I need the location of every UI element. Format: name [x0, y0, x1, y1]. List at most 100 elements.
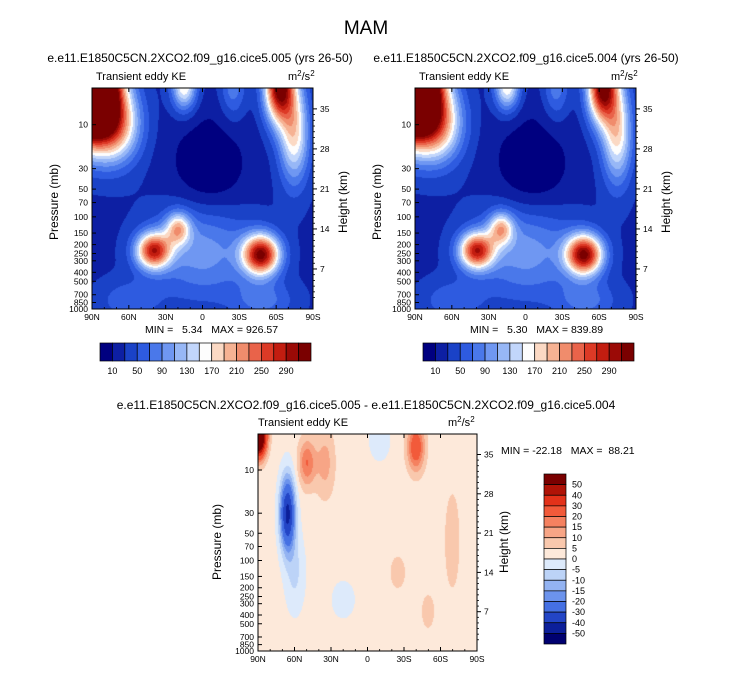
y-tick-label: 700	[240, 632, 254, 642]
colorbar-label: 20	[572, 512, 582, 522]
y-axis-label-right: Height (km)	[659, 171, 673, 233]
y-tick-label: 1000	[392, 304, 411, 314]
colorbar-label: 50	[572, 480, 582, 490]
units-label: m2/s2	[448, 415, 475, 429]
colorbar-swatch	[543, 558, 567, 570]
colorbar-swatch	[543, 494, 567, 507]
colorbar-swatch	[543, 611, 567, 624]
panel-subtitle: Transient eddy KE	[419, 71, 509, 83]
panel-title: e.e11.E1850C5CN.2XCO2.f09_g16.cice5.004 …	[373, 51, 678, 65]
panel-subtitle: Transient eddy KE	[258, 417, 348, 429]
y-tick-label-right: 28	[643, 144, 653, 154]
colorbar-label: 170	[204, 366, 219, 376]
y-tick-label-right: 14	[320, 224, 330, 234]
colorbar-swatch	[546, 342, 560, 362]
y-tick-label: 10	[245, 465, 255, 475]
min-max-stats: MIN = -22.18 MAX = 88.21	[501, 445, 635, 457]
y-tick-label: 30	[245, 508, 255, 518]
panel-title: e.e11.E1850C5CN.2XCO2.f09_g16.cice5.005 …	[47, 51, 352, 65]
y-tick-label: 700	[74, 290, 88, 300]
panel-title: e.e11.E1850C5CN.2XCO2.f09_g16.cice5.005 …	[117, 398, 616, 412]
y-tick-label-right: 35	[484, 449, 494, 459]
colorbar-swatch	[174, 342, 188, 362]
colorbar-swatch	[543, 633, 567, 645]
y-tick-label: 850	[240, 640, 254, 650]
colorbar-swatch	[497, 342, 511, 362]
colorbar-swatch	[459, 342, 473, 362]
y-tick-label: 500	[397, 276, 411, 286]
colorbar-swatch	[298, 342, 312, 362]
units-label: m2/s2	[611, 69, 638, 83]
colorbar-label: 15	[572, 522, 582, 532]
y-tick-label: 250	[397, 249, 411, 259]
x-tick-label: 60S	[433, 654, 448, 664]
colorbar-swatch	[273, 342, 287, 362]
colorbar-swatch	[543, 526, 567, 539]
colorbar-label: -5	[572, 565, 580, 575]
colorbar-label: 40	[572, 490, 582, 500]
colorbar-swatch	[543, 579, 567, 592]
y-tick-label: 200	[397, 240, 411, 250]
contour-raster	[415, 88, 636, 309]
y-tick-label: 500	[74, 276, 88, 286]
y-axis-label: Pressure (mb)	[210, 504, 224, 580]
y-tick-label-right: 21	[484, 528, 494, 538]
x-tick-label: 30N	[158, 312, 174, 322]
contour-raster	[258, 434, 477, 651]
y-tick-label: 70	[245, 541, 255, 551]
colorbar-label: -40	[572, 618, 585, 628]
y-tick-label: 400	[397, 267, 411, 277]
colorbar-case2: 10 50 90 130 170 210 250 290	[422, 342, 635, 376]
colorbar-swatch	[223, 342, 237, 362]
colorbar-swatch	[571, 342, 585, 362]
colorbar-swatch	[543, 473, 567, 485]
colorbar-swatch	[261, 342, 275, 362]
colorbar-swatch	[149, 342, 163, 362]
axes: 90N 60N 30N 0 30S 60S 90S103050701001502002503…	[235, 433, 494, 664]
colorbar-swatch	[543, 622, 567, 634]
colorbar-swatch	[236, 342, 250, 362]
colorbar-swatch	[608, 342, 622, 362]
contour-field	[92, 88, 313, 309]
colorbar-swatch	[285, 342, 299, 362]
colorbar-label: 0	[572, 554, 577, 564]
colorbar-label: 10	[572, 533, 582, 543]
y-tick-label-right: 28	[320, 144, 330, 154]
axes: 90N 60N 30N 0 30S 60S 90S103050701001502002503…	[392, 87, 653, 322]
y-tick-label-right: 35	[643, 104, 653, 114]
x-tick-label: 30S	[396, 654, 411, 664]
x-tick-label: 60N	[287, 654, 303, 664]
colorbar-label: 250	[577, 366, 592, 376]
contour-field	[415, 88, 636, 309]
y-tick-label-right: 28	[484, 489, 494, 499]
y-tick-label: 30	[402, 164, 412, 174]
colorbar-label: 10	[107, 366, 117, 376]
y-axis-label: Pressure (mb)	[370, 164, 384, 240]
colorbar-label: 130	[502, 366, 517, 376]
y-tick-label-right: 7	[643, 264, 648, 274]
y-tick-label-right: 14	[484, 567, 494, 577]
y-tick-label: 1000	[69, 304, 88, 314]
colorbar-label: 10	[430, 366, 440, 376]
y-tick-label: 850	[397, 297, 411, 307]
x-tick-label: 60N	[121, 312, 137, 322]
colorbar-swatch	[99, 342, 113, 362]
y-tick-label: 250	[240, 592, 254, 602]
colorbar-swatch	[534, 342, 548, 362]
y-tick-label: 150	[74, 228, 88, 238]
colorbar-label: -10	[572, 575, 585, 585]
y-axis-label: Pressure (mb)	[47, 164, 61, 240]
colorbar-swatch	[543, 590, 567, 602]
colorbar-case1: 10 50 90 130 170 210 250 290	[99, 342, 312, 376]
panel-diff: e.e11.E1850C5CN.2XCO2.f09_g16.cice5.005 …	[117, 398, 635, 664]
y-tick-label: 700	[397, 290, 411, 300]
x-tick-label: 60S	[592, 312, 607, 322]
y-axis-label-right: Height (km)	[336, 171, 350, 233]
y-tick-label: 50	[402, 184, 412, 194]
x-tick-label: 30N	[323, 654, 339, 664]
colorbar-swatch	[112, 342, 126, 362]
y-tick-label-right: 35	[320, 104, 330, 114]
y-tick-label-right: 14	[643, 224, 653, 234]
x-tick-label: 90S	[628, 312, 643, 322]
colorbar-label: 90	[157, 366, 167, 376]
